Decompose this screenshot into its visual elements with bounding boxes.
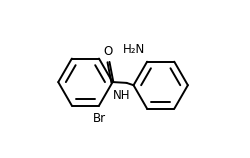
Text: Br: Br [93,112,106,125]
Text: NH: NH [113,89,130,103]
Text: H₂N: H₂N [123,43,146,56]
Text: O: O [103,45,113,58]
